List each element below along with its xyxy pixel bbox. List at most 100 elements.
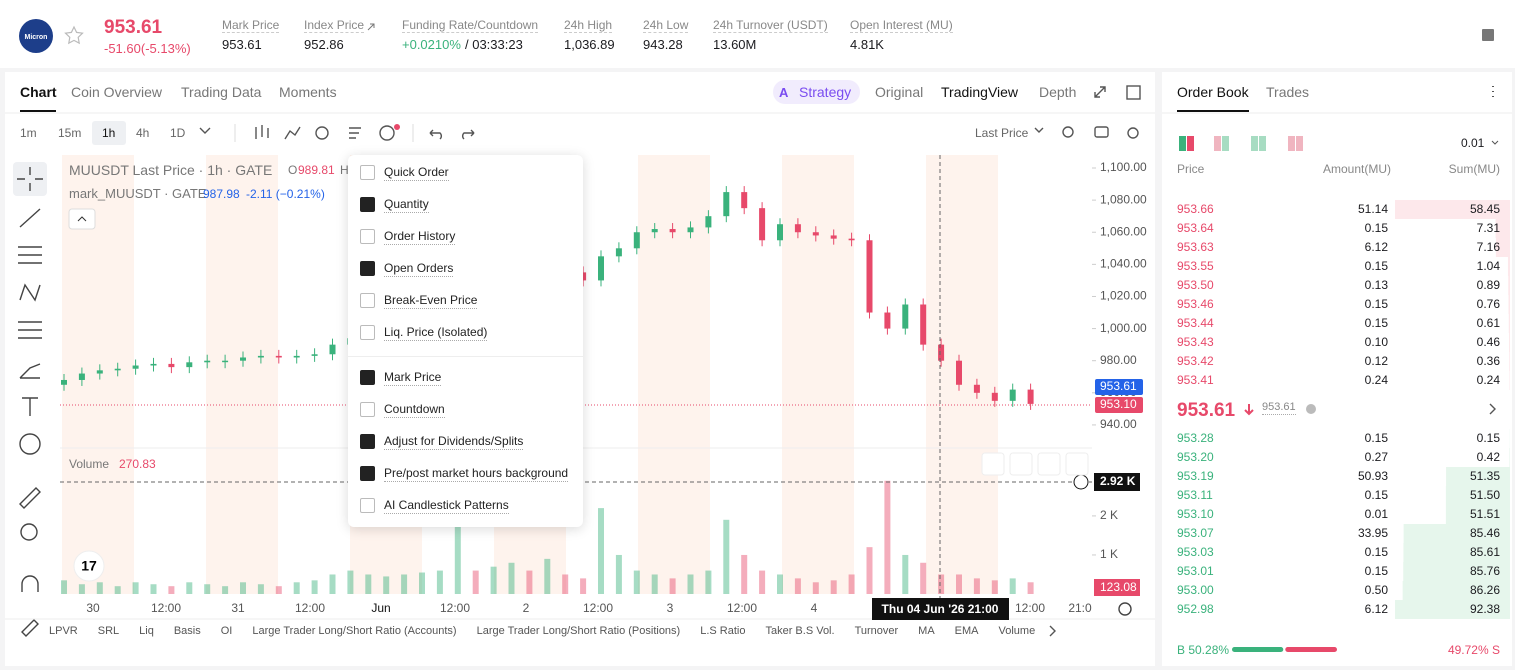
checkbox[interactable]: [360, 165, 375, 180]
indicator[interactable]: Liq: [139, 625, 154, 637]
indicator[interactable]: Basis: [173, 625, 201, 637]
volume-bar: [1027, 582, 1034, 594]
menu[interactable]: [348, 155, 583, 527]
fib-tool[interactable]: [18, 321, 42, 339]
fullscreen-icon[interactable]: [1094, 86, 1106, 98]
candle-type-icon[interactable]: [255, 125, 269, 139]
indicator[interactable]: L.S Ratio: [700, 625, 746, 637]
x-tick-label: 21:0: [1068, 601, 1092, 615]
price-source-dropdown[interactable]: [1034, 127, 1044, 133]
chart-tab[interactable]: Chart: [20, 84, 57, 100]
menu-item[interactable]: Open Orders: [384, 261, 454, 277]
checkbox[interactable]: [360, 293, 375, 308]
indicator[interactable]: EMA: [954, 625, 979, 637]
checkbox[interactable]: [360, 197, 375, 212]
interval[interactable]: 1h: [102, 126, 116, 140]
indicator[interactable]: SRL: [97, 625, 120, 637]
indicator[interactable]: Large Trader Long/Short Ratio (Accounts): [252, 625, 457, 637]
checkbox[interactable]: [360, 466, 375, 481]
menu-item[interactable]: Mark Price: [384, 370, 442, 386]
add-icon[interactable]: [379, 125, 395, 141]
book-sum: 92.38: [1469, 602, 1500, 616]
checkbox[interactable]: [360, 229, 375, 244]
hline-tool[interactable]: [18, 246, 42, 264]
checkbox[interactable]: [360, 434, 375, 449]
view-tab[interactable]: Original: [875, 84, 924, 100]
book-tab[interactable]: Trades: [1266, 84, 1310, 100]
checkbox[interactable]: [360, 370, 375, 385]
indicator[interactable]: OI: [220, 625, 233, 637]
undo-icon[interactable]: [429, 129, 442, 140]
book-tab[interactable]: Order Book: [1177, 84, 1249, 100]
precision[interactable]: 0.01: [1461, 136, 1485, 150]
favorite-icon[interactable]: [64, 25, 84, 45]
toolbar-icons: [199, 125, 1139, 141]
book-price: 953.00: [1177, 583, 1214, 597]
magnet-tool[interactable]: [21, 575, 39, 592]
menu-item[interactable]: Break-Even Price: [384, 293, 478, 309]
menu-item[interactable]: Liq. Price (Isolated): [384, 325, 488, 341]
menu-item[interactable]: AI Candlestick Patterns: [384, 498, 509, 514]
search-icon[interactable]: [1062, 126, 1074, 138]
book-icon[interactable]: [1482, 29, 1494, 41]
interval[interactable]: 1m: [20, 126, 37, 140]
book-sum: 0.76: [1476, 297, 1500, 311]
volume-bar: [454, 523, 461, 594]
crosshair-tool[interactable]: [17, 167, 43, 191]
text-tool[interactable]: [22, 397, 38, 416]
axis-settings-icon[interactable]: [1118, 602, 1132, 616]
menu-item[interactable]: Adjust for Dividends/Splits: [384, 434, 524, 450]
pencil-tool[interactable]: [21, 619, 39, 637]
view-tab[interactable]: Depth: [1039, 84, 1077, 100]
view-tab[interactable]: TradingView: [941, 84, 1019, 100]
menu-item[interactable]: Quantity: [384, 197, 429, 213]
indicator-icon[interactable]: [284, 126, 301, 140]
candle-body: [1009, 389, 1016, 401]
menu-item[interactable]: Countdown: [384, 402, 445, 418]
reload-icon[interactable]: [315, 126, 329, 140]
book-price: 953.03: [1177, 545, 1214, 559]
indicator[interactable]: Taker B.S Vol.: [765, 625, 835, 637]
view-tab[interactable]: Strategy: [799, 84, 852, 100]
price-source[interactable]: Last Price: [975, 126, 1029, 140]
ruler-tool[interactable]: [19, 487, 41, 509]
interval[interactable]: 1D: [170, 126, 186, 140]
checkbox[interactable]: [360, 498, 375, 513]
redo-icon[interactable]: [462, 129, 475, 140]
strategy-pill[interactable]: [773, 80, 860, 104]
indicator[interactable]: Volume: [998, 625, 1036, 637]
line-tool[interactable]: [19, 208, 41, 228]
dropdown-icon[interactable]: [199, 127, 211, 134]
chart-tab[interactable]: Coin Overview: [71, 84, 163, 100]
interval[interactable]: 15m: [58, 126, 82, 140]
indicator[interactable]: LPVR: [49, 625, 78, 637]
emoji-tool[interactable]: [19, 433, 41, 455]
checkbox[interactable]: [360, 325, 375, 340]
volume-tick-label: 1 K: [1100, 547, 1118, 561]
zoom-tool[interactable]: [20, 523, 38, 541]
indicator[interactable]: Large Trader Long/Short Ratio (Positions…: [476, 625, 681, 637]
tv-logo-mark: 17: [81, 558, 97, 574]
book-sum: 0.36: [1476, 354, 1500, 368]
menu-item[interactable]: Order History: [384, 229, 456, 245]
chart-tab[interactable]: Moments: [279, 84, 337, 100]
volume-bar: [186, 582, 193, 594]
drawing-tools: [13, 162, 47, 637]
indicator[interactable]: Turnover: [854, 625, 899, 637]
chart-tab[interactable]: Trading Data: [181, 84, 262, 100]
depth-bar: [1509, 352, 1510, 371]
book-amount: 0.15: [1364, 488, 1388, 502]
menu-item[interactable]: Quick Order: [384, 165, 449, 181]
settings-icon[interactable]: [1127, 127, 1139, 139]
interval[interactable]: 4h: [136, 126, 150, 140]
pattern-tool[interactable]: [19, 283, 41, 302]
checkbox[interactable]: [360, 402, 375, 417]
checkbox[interactable]: [360, 261, 375, 276]
menu-item[interactable]: Pre/post market hours background: [384, 466, 569, 482]
window-icon[interactable]: [1126, 85, 1141, 100]
indicator[interactable]: MA: [918, 625, 935, 637]
template-icon[interactable]: [349, 127, 361, 139]
more-indicators-icon[interactable]: [1049, 625, 1056, 637]
camera-icon[interactable]: [1094, 126, 1109, 138]
brush-tool[interactable]: [19, 363, 41, 379]
